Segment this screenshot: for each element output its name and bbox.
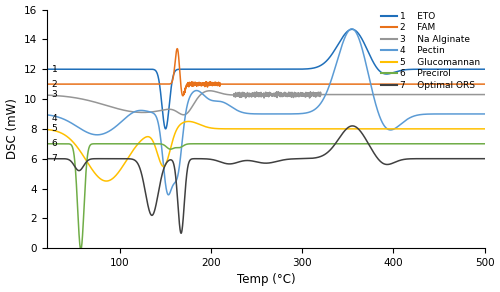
Text: 4: 4 <box>52 114 58 123</box>
Text: 1: 1 <box>52 65 58 74</box>
Text: 3: 3 <box>52 90 58 99</box>
X-axis label: Temp (°C): Temp (°C) <box>236 273 295 286</box>
Text: 7: 7 <box>52 154 58 163</box>
Text: 6: 6 <box>52 139 58 148</box>
Legend: 1    ETO, 2    FAM, 3    Na Alginate, 4    Pectin, 5    Glucomannan, 6    Precir: 1 ETO, 2 FAM, 3 Na Alginate, 4 Pectin, 5… <box>381 12 480 90</box>
Text: 2: 2 <box>52 80 58 88</box>
Y-axis label: DSC (mW): DSC (mW) <box>6 98 18 159</box>
Text: 5: 5 <box>52 124 58 133</box>
